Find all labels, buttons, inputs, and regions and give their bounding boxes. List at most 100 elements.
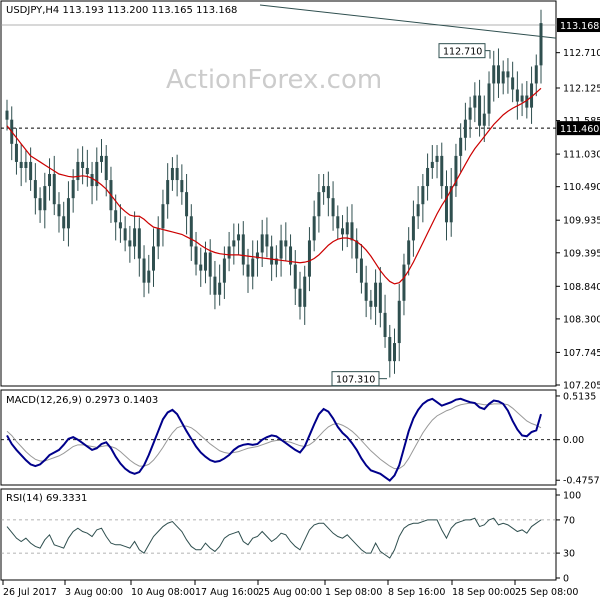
candle-body (71, 180, 75, 199)
candle-body (284, 240, 288, 247)
x-tick-label: 25 Sep 08:00 (515, 587, 578, 598)
candle-body (133, 228, 137, 247)
candle-body (359, 258, 363, 283)
candle-body (66, 198, 70, 229)
candle-body (62, 216, 66, 229)
price-label: 113.168 (560, 21, 599, 32)
candle-body (175, 167, 179, 181)
rsi-line (6, 517, 542, 559)
candle-body (520, 95, 524, 102)
candle-body (341, 228, 345, 235)
rsi-axis: 100 70 30 0 (556, 491, 581, 585)
rsi-panel: RSI(14) 69.3331 100 70 30 0 (0, 488, 581, 585)
candle-body (511, 77, 515, 90)
rsi-tick-label: 0 (563, 574, 569, 585)
moving-average (6, 87, 542, 285)
high-annotation: 112.710 (443, 47, 482, 58)
candle-body (326, 186, 330, 199)
candle-body (444, 186, 448, 223)
candle-body (454, 155, 458, 187)
candle-body (33, 180, 37, 199)
moving-average-series (6, 87, 542, 285)
candle-body (411, 216, 415, 241)
candle-body (430, 161, 434, 168)
candle-body (251, 258, 255, 277)
price-header: USDJPY,H4 113.193 113.200 113.165 113.16… (6, 5, 237, 16)
candle-body (170, 167, 174, 181)
x-tick-label: 3 Aug 00:00 (65, 587, 123, 598)
candle-body (298, 288, 302, 307)
price-tick-label: 110.490 (563, 182, 600, 193)
rsi-grid (1, 519, 556, 554)
annotations: 112.710 107.310 113.168 111.460 (331, 18, 600, 387)
price-tick-label: 112.125 (563, 83, 600, 94)
candle-body (265, 234, 269, 247)
candle-body (19, 161, 23, 168)
candle-body (199, 264, 203, 271)
candle-body (246, 264, 250, 277)
watermark: ActionForex.com (166, 65, 382, 95)
candle-body (397, 300, 401, 344)
candle-body (128, 240, 132, 247)
candle-body (506, 71, 510, 78)
candle-body (76, 161, 80, 181)
candle-body (393, 343, 397, 362)
x-tick-label: 1 Sep 08:00 (325, 587, 382, 598)
macd-panel-frame (0, 389, 557, 486)
macd-panel: MACD(12,26,9) 0.2973 0.1403 0.5135 0.00 -0… (0, 389, 600, 487)
candle-body (388, 337, 392, 362)
candle-body (180, 180, 184, 193)
candle-body (24, 161, 28, 168)
high-annotation-leader (485, 50, 491, 59)
candle-body (29, 161, 33, 181)
macd-axis: 0.5135 0.00 -0.4757 (556, 391, 600, 487)
price-tick-label: 107.205 (563, 381, 600, 392)
candle-body (312, 216, 316, 241)
candle-body (539, 23, 543, 66)
price-tick-label: 107.745 (563, 348, 600, 359)
candle-body (293, 264, 297, 289)
candles (5, 9, 543, 378)
level-label: 111.460 (560, 124, 599, 135)
macd-tick-label: 0.5135 (563, 391, 596, 402)
macd-tick-label: -0.4757 (563, 476, 600, 487)
rsi-tick-label: 30 (563, 549, 575, 560)
candle-body (515, 89, 519, 102)
candle-body (218, 282, 222, 295)
candle-body (374, 282, 378, 307)
candle-body (270, 246, 274, 265)
candle-body (482, 113, 486, 126)
candle-body (123, 228, 127, 241)
price-tick-label: 109.395 (563, 248, 600, 259)
candle-body (147, 270, 151, 283)
candle-body (463, 119, 467, 138)
rsi-tick-label: 70 (563, 515, 575, 526)
trendline (259, 4, 557, 39)
candle-body (222, 258, 226, 283)
rsi-tick-label: 100 (563, 491, 581, 502)
price-panel: USDJPY,H4 113.193 113.200 113.165 113.16… (0, 0, 600, 392)
candle-body (355, 240, 359, 259)
candle-body (85, 167, 89, 175)
candle-body (303, 276, 307, 307)
rsi-series (6, 517, 542, 559)
candle-body (435, 155, 439, 162)
candle-body (473, 95, 477, 108)
candle-body (468, 107, 472, 120)
candle-body (43, 186, 47, 211)
candle-body (364, 282, 368, 301)
candle-body (440, 155, 444, 187)
candle-body (260, 234, 264, 253)
candle-body (208, 252, 212, 277)
candle-body (426, 167, 430, 187)
candle-body (496, 65, 500, 84)
price-tick-label: 108.840 (563, 282, 600, 293)
candle-body (530, 83, 534, 108)
x-tick-label: 26 Jul 2017 (3, 587, 57, 598)
candle-body (189, 216, 193, 247)
candle-body (156, 228, 160, 247)
candle-body (194, 246, 198, 265)
candle-body (48, 174, 52, 187)
level-label-box (557, 121, 600, 136)
candle-body (52, 174, 56, 205)
